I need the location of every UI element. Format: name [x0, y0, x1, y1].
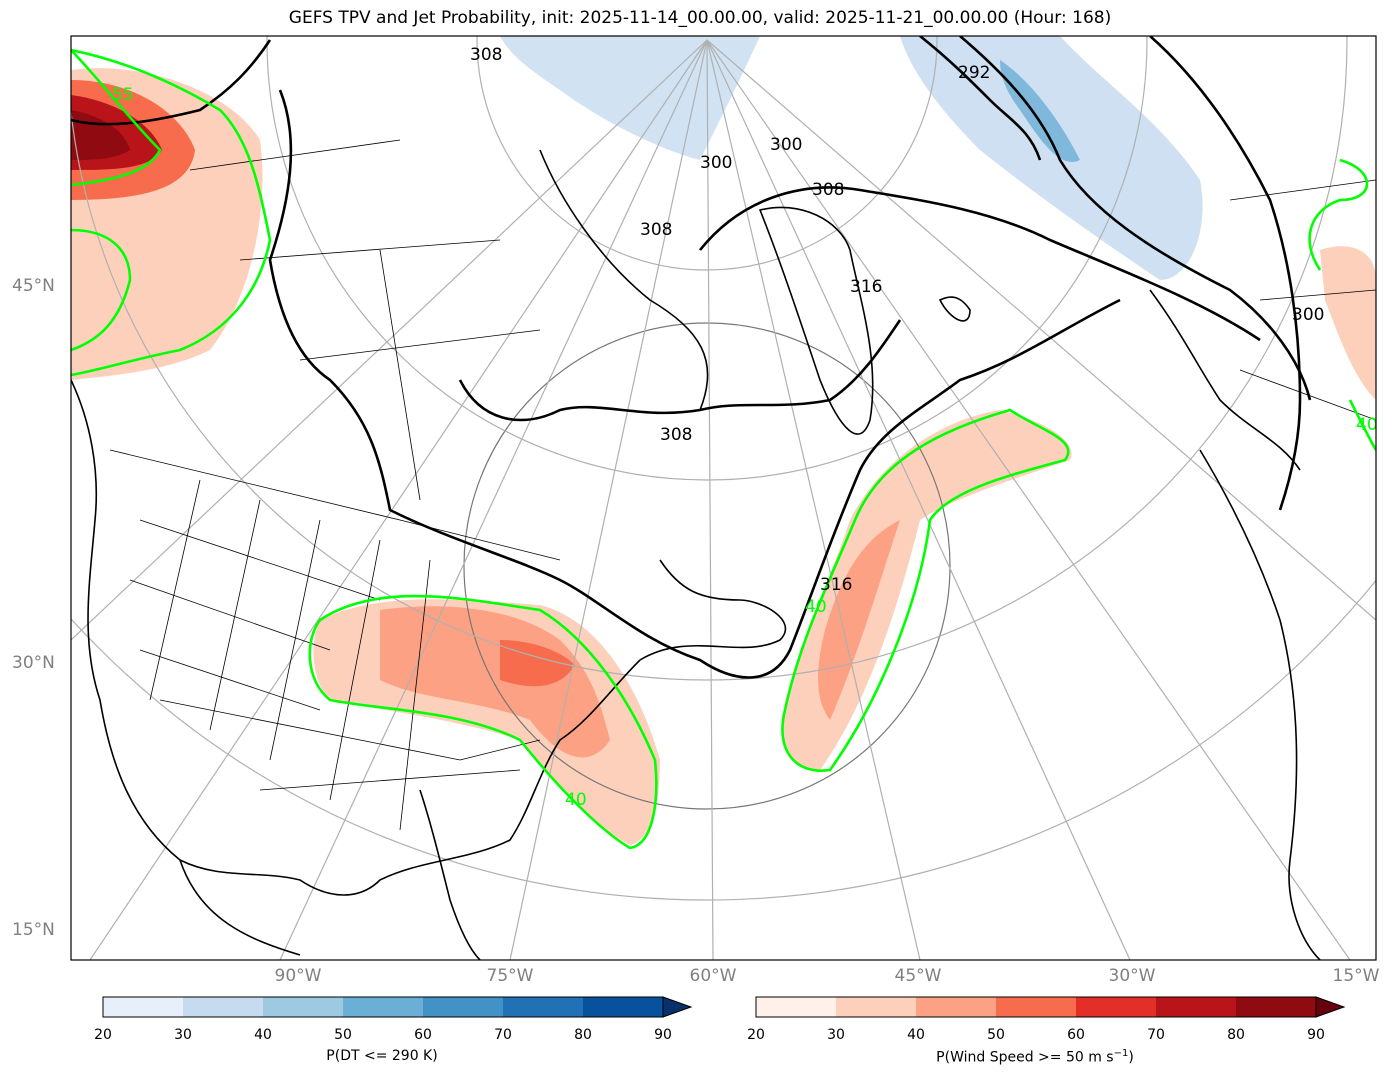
- colorbar-segment: [836, 997, 916, 1017]
- lon-label: 15°W: [1332, 966, 1380, 986]
- theta-label: 300: [700, 153, 732, 173]
- lat-label: 15°N: [12, 920, 55, 940]
- theta-label: 300: [1292, 305, 1324, 325]
- dt-probability-colorbar: [102, 996, 693, 1018]
- theta-label: 292: [958, 63, 990, 83]
- dt-colorbar-label: P(DT <= 290 K): [326, 1048, 438, 1064]
- colorbar-tick-label: 60: [414, 1027, 432, 1043]
- theta-label: 308: [660, 425, 692, 445]
- colorbar-segment: [263, 997, 343, 1017]
- colorbar-segment: [423, 997, 503, 1017]
- theta-label: 316: [850, 277, 882, 297]
- jet-label: 40: [805, 597, 827, 617]
- colorbar-tick-label: 40: [254, 1027, 272, 1043]
- plot-title: GEFS TPV and Jet Probability, init: 2025…: [288, 8, 1112, 28]
- graticule: [71, 36, 1376, 960]
- colorbar-segment: [583, 997, 663, 1017]
- theta-contours: [71, 36, 1312, 679]
- colorbar-segment: [103, 997, 183, 1017]
- colorbar-outline: [755, 996, 1317, 1018]
- colorbar-extension: [662, 996, 693, 1018]
- lat-label: 45°N: [12, 276, 55, 296]
- colorbar-tick-label: 30: [174, 1027, 192, 1043]
- coastlines: [71, 149, 1321, 960]
- colorbar-tick-label: 90: [654, 1027, 672, 1043]
- lon-label: 75°W: [486, 966, 534, 986]
- colorbar-tick-label: 20: [747, 1027, 765, 1043]
- colorbar-tick-label: 40: [907, 1027, 925, 1043]
- colorbar-segment: [996, 997, 1076, 1017]
- theta-label: 308: [812, 180, 844, 200]
- colorbar-segment: [183, 997, 263, 1017]
- jet-label: 55: [112, 85, 134, 105]
- jet-label: 40: [1356, 415, 1378, 435]
- lon-label: 90°W: [274, 966, 322, 986]
- wind-colorbar-label: P(Wind Speed >= 50 m s−1): [936, 1048, 1134, 1066]
- theta-contour-labels: 292 300 300 308 308 316 308 308 316 300: [470, 45, 1324, 595]
- colorbar-tick-label: 50: [987, 1027, 1005, 1043]
- lon-label: 60°W: [689, 966, 737, 986]
- jet-label: 40: [565, 790, 587, 810]
- colorbar-tick-label: 70: [494, 1027, 512, 1043]
- colorbar-tick-label: 50: [334, 1027, 352, 1043]
- theta-label: 316: [820, 575, 852, 595]
- colorbar-segment: [503, 997, 583, 1017]
- jet-contour-labels: 55 40 40 40: [112, 85, 1378, 810]
- colorbar-outline: [102, 996, 664, 1018]
- colorbar-segment: [916, 997, 996, 1017]
- colorbar-tick-label: 80: [1227, 1027, 1245, 1043]
- colorbar-segment: [756, 997, 836, 1017]
- colorbar-tick-label: 90: [1307, 1027, 1325, 1043]
- wind-probability-fill: [71, 68, 1376, 845]
- wind-probability-colorbar: [755, 996, 1346, 1018]
- colorbar-segment: [1236, 997, 1316, 1017]
- colorbar-segment: [343, 997, 423, 1017]
- colorbar-tick-label: 80: [574, 1027, 592, 1043]
- colorbar-tick-label: 30: [827, 1027, 845, 1043]
- theta-label: 308: [470, 45, 502, 65]
- theta-label: 300: [770, 135, 802, 155]
- colorbar-tick-label: 60: [1067, 1027, 1085, 1043]
- colorbar-segment: [1156, 997, 1236, 1017]
- us-state-borders: [109, 139, 1376, 831]
- colorbar-extension: [1315, 996, 1346, 1018]
- colorbar-segment: [1076, 997, 1156, 1017]
- colorbar-tick-label: 20: [94, 1027, 112, 1043]
- lon-label: 45°W: [894, 966, 942, 986]
- lat-label: 30°N: [12, 653, 55, 673]
- lon-label: 30°W: [1108, 966, 1156, 986]
- map-frame: [70, 35, 1377, 961]
- jet-contours: [71, 48, 1376, 850]
- colorbar-tick-label: 70: [1147, 1027, 1165, 1043]
- theta-label: 308: [640, 220, 672, 240]
